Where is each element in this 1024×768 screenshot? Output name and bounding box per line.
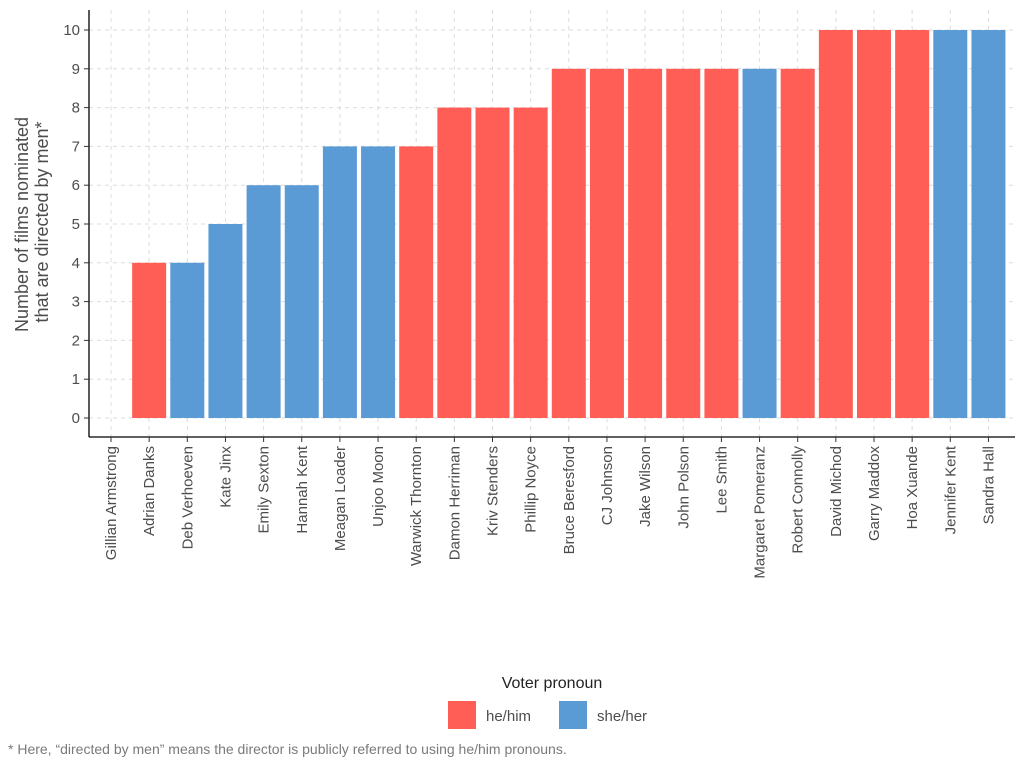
bar-damon-herriman bbox=[437, 108, 471, 418]
bar-adrian-danks bbox=[132, 263, 166, 418]
y-axis-ticks: 0 1 2 3 4 5 6 7 8 9 10 bbox=[63, 22, 89, 427]
y-tick-label: 0 bbox=[72, 410, 80, 427]
x-tick-label: Emily Sexton bbox=[256, 446, 273, 534]
y-tick-label: 10 bbox=[63, 22, 80, 39]
x-axis-ticks: Gillian Armstrong Adrian Danks Deb Verhoev… bbox=[103, 437, 997, 579]
bar-margaret-pomeranz bbox=[743, 69, 777, 418]
bar-garry-maddox bbox=[857, 30, 891, 418]
x-tick-label: Hannah Kent bbox=[294, 445, 311, 533]
x-tick-label: Meagan Loader bbox=[332, 446, 349, 551]
x-tick-label: John Polson bbox=[675, 446, 692, 529]
y-tick-label: 9 bbox=[72, 61, 80, 78]
bar-jake-wilson bbox=[628, 69, 662, 418]
x-tick-label: Kate Jinx bbox=[217, 446, 234, 508]
x-tick-label: Sandra Hall bbox=[980, 446, 997, 524]
y-axis-title: Number of films nominated that are direc… bbox=[12, 112, 52, 332]
legend-label-she-her: she/her bbox=[597, 708, 647, 725]
y-tick-label: 1 bbox=[72, 371, 80, 388]
bar-john-polson bbox=[666, 69, 700, 418]
bar-kate-jinx bbox=[208, 224, 242, 418]
x-tick-label: Jennifer Kent bbox=[942, 445, 959, 534]
y-tick-label: 3 bbox=[72, 294, 80, 311]
x-tick-label: Adrian Danks bbox=[141, 446, 158, 536]
bar-warwick-thornton bbox=[399, 146, 433, 418]
bar-hannah-kent bbox=[285, 185, 319, 418]
bar-hoa-xuande bbox=[895, 30, 929, 418]
bars bbox=[132, 30, 1005, 418]
bar-sandra-hall bbox=[971, 30, 1005, 418]
x-tick-label: Kriv Stenders bbox=[485, 446, 502, 536]
x-tick-label: Bruce Beresford bbox=[561, 446, 578, 554]
x-tick-label: CJ Johnson bbox=[599, 446, 616, 525]
footnote: * Here, “directed by men” means the dire… bbox=[8, 741, 567, 757]
bar-meagan-loader bbox=[323, 146, 357, 418]
x-tick-label: Garry Maddox bbox=[866, 446, 883, 542]
y-tick-label: 5 bbox=[72, 216, 80, 233]
legend-label-he-him: he/him bbox=[486, 708, 531, 725]
bar-lee-smith bbox=[704, 69, 738, 418]
bar-robert-connolly bbox=[781, 69, 815, 418]
x-tick-label: Phillip Noyce bbox=[523, 446, 540, 533]
bar-cj-johnson bbox=[590, 69, 624, 418]
y-tick-label: 2 bbox=[72, 332, 80, 349]
bar-bruce-beresford bbox=[552, 69, 586, 418]
x-tick-label: Margaret Pomeranz bbox=[752, 446, 769, 579]
bar-phillip-noyce bbox=[514, 108, 548, 418]
x-tick-label: Lee Smith bbox=[713, 446, 730, 514]
bar-jennifer-kent bbox=[933, 30, 967, 418]
bar-emily-sexton bbox=[247, 185, 281, 418]
y-tick-label: 8 bbox=[72, 100, 80, 117]
x-tick-label: Damon Herriman bbox=[446, 446, 463, 560]
x-tick-label: David Michod bbox=[828, 446, 845, 537]
x-tick-label: Robert Connolly bbox=[790, 446, 807, 554]
y-axis-title-line-1: Number of films nominated bbox=[12, 117, 32, 332]
x-tick-label: Unjoo Moon bbox=[370, 446, 387, 527]
x-tick-label: Gillian Armstrong bbox=[103, 446, 120, 560]
legend-title: Voter pronoun bbox=[502, 675, 603, 692]
y-tick-label: 4 bbox=[72, 255, 80, 272]
bar-david-michod bbox=[819, 30, 853, 418]
bar-kriv-stenders bbox=[476, 108, 510, 418]
x-tick-label: Hoa Xuande bbox=[904, 446, 921, 529]
legend: Voter pronoun he/him she/her bbox=[448, 675, 647, 729]
legend-swatch-he-him bbox=[448, 701, 476, 729]
x-tick-label: Jake Wilson bbox=[637, 446, 654, 527]
x-tick-label: Deb Verhoeven bbox=[179, 446, 196, 549]
x-tick-label: Warwick Thornton bbox=[408, 446, 425, 566]
y-tick-label: 7 bbox=[72, 138, 80, 155]
bar-deb-verhoeven bbox=[170, 263, 204, 418]
bar-unjoo-moon bbox=[361, 146, 395, 418]
legend-swatch-she-her bbox=[559, 701, 587, 729]
y-axis-title-line-2: that are directed by men* bbox=[32, 121, 52, 322]
y-tick-label: 6 bbox=[72, 177, 80, 194]
